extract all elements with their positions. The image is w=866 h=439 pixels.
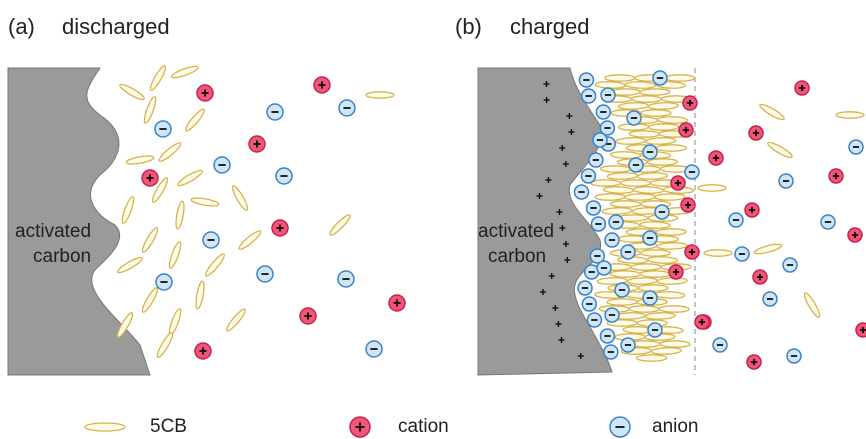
legend-label: cation <box>398 416 449 437</box>
liquid-crystal <box>620 180 650 186</box>
liquid-crystal <box>629 306 659 313</box>
liquid-crystal <box>638 285 668 291</box>
liquid-crystal <box>633 186 663 193</box>
liquid-crystal <box>637 172 667 179</box>
liquid-crystal <box>766 140 793 160</box>
panel-title: charged <box>510 14 590 39</box>
liquid-crystal <box>176 168 203 188</box>
liquid-crystal <box>625 194 655 201</box>
liquid-crystal <box>625 81 655 88</box>
liquid-crystal <box>704 250 732 256</box>
liquid-crystal <box>641 110 671 116</box>
liquid-crystal <box>157 141 183 164</box>
liquid-crystal <box>126 154 155 165</box>
liquid-crystal <box>629 131 659 138</box>
liquid-crystal <box>656 145 686 151</box>
liquid-crystal <box>191 196 220 207</box>
liquid-crystal <box>659 306 689 313</box>
liquid-crystal <box>640 250 670 256</box>
liquid-crystal <box>631 264 661 271</box>
liquid-crystal <box>660 341 690 348</box>
liquid-crystal <box>640 221 670 228</box>
liquid-crystal <box>184 107 207 133</box>
liquid-crystal <box>632 96 662 103</box>
liquid-crystal <box>366 92 394 98</box>
liquid-crystal <box>656 229 686 236</box>
liquid-crystal <box>657 242 687 249</box>
liquid-crystal <box>148 64 168 91</box>
liquid-crystal <box>616 137 646 144</box>
liquid-crystal <box>328 213 352 237</box>
liquid-crystal <box>167 241 183 270</box>
electrode-label: activated <box>478 221 554 242</box>
liquid-crystal <box>230 184 250 211</box>
liquid-crystal <box>225 307 248 333</box>
electrode-label: carbon <box>33 246 91 267</box>
liquid-crystal <box>610 201 640 208</box>
liquid-crystal <box>802 291 822 318</box>
liquid-crystal <box>194 281 205 310</box>
legend-label: anion <box>652 416 699 437</box>
legend-label: 5CB <box>150 416 187 437</box>
panel-label: (b) <box>455 14 482 39</box>
figure: (a) discharged (b) charged activated car… <box>0 0 866 439</box>
liquid-crystal <box>645 312 675 319</box>
particles <box>85 64 866 437</box>
liquid-crystal <box>600 166 630 173</box>
liquid-crystal <box>658 116 688 123</box>
liquid-crystal <box>140 286 160 313</box>
liquid-crystal <box>118 82 145 102</box>
liquid-crystal <box>647 159 677 166</box>
electrode-label: carbon <box>488 246 546 267</box>
liquid-crystal <box>120 196 136 225</box>
liquid-crystal <box>603 186 633 193</box>
liquid-crystal <box>607 299 637 306</box>
liquid-crystal <box>140 226 160 253</box>
liquid-crystal <box>640 89 670 96</box>
liquid-crystal <box>85 423 125 431</box>
liquid-crystal <box>637 355 667 361</box>
liquid-crystal <box>174 201 185 230</box>
liquid-crystal <box>605 75 635 81</box>
liquid-crystal <box>665 75 695 81</box>
electrode-label: activated <box>15 221 91 242</box>
liquid-crystal <box>648 256 678 263</box>
liquid-crystal <box>836 112 864 118</box>
panel-title: discharged <box>62 14 170 39</box>
liquid-crystal <box>651 347 681 354</box>
liquid-crystal <box>640 271 670 278</box>
liquid-crystal <box>237 229 263 252</box>
liquid-crystal <box>655 291 685 298</box>
liquid-crystal <box>758 102 785 122</box>
liquid-crystal <box>607 172 637 179</box>
liquid-crystal <box>204 252 227 278</box>
liquid-crystal <box>655 194 685 201</box>
liquid-crystal <box>116 255 143 275</box>
liquid-crystal <box>754 242 783 255</box>
liquid-crystal <box>648 102 678 109</box>
liquid-crystal <box>155 331 175 358</box>
liquid-crystal <box>590 180 620 186</box>
liquid-crystal <box>627 277 657 284</box>
liquid-crystal <box>618 102 648 109</box>
liquid-crystal <box>171 64 200 80</box>
liquid-crystal <box>649 124 679 131</box>
liquid-crystal <box>646 137 676 144</box>
liquid-crystal <box>142 96 158 125</box>
liquid-crystal <box>610 271 640 278</box>
liquid-crystal <box>595 194 625 201</box>
panel-label: (a) <box>8 14 35 39</box>
liquid-crystal <box>698 185 726 191</box>
liquid-crystal <box>167 308 183 337</box>
liquid-crystal <box>602 207 632 214</box>
